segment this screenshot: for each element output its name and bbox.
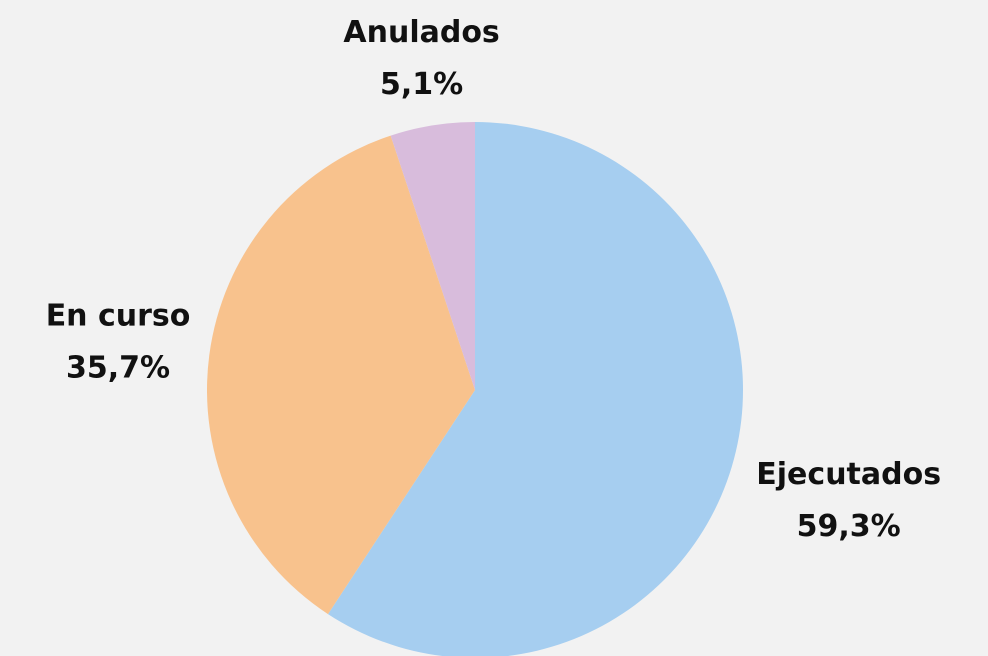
- slice-label: Ejecutados: [756, 457, 941, 492]
- slice-label: En curso: [46, 299, 191, 334]
- slice-value: 59,3%: [797, 509, 901, 544]
- slice-value: 5,1%: [380, 67, 463, 102]
- pie-slice: [390, 122, 475, 390]
- slice-label: Anulados: [343, 15, 499, 50]
- slice-value: 35,7%: [66, 351, 170, 386]
- pie-slice: [327, 122, 743, 656]
- pie-slice: [207, 135, 475, 615]
